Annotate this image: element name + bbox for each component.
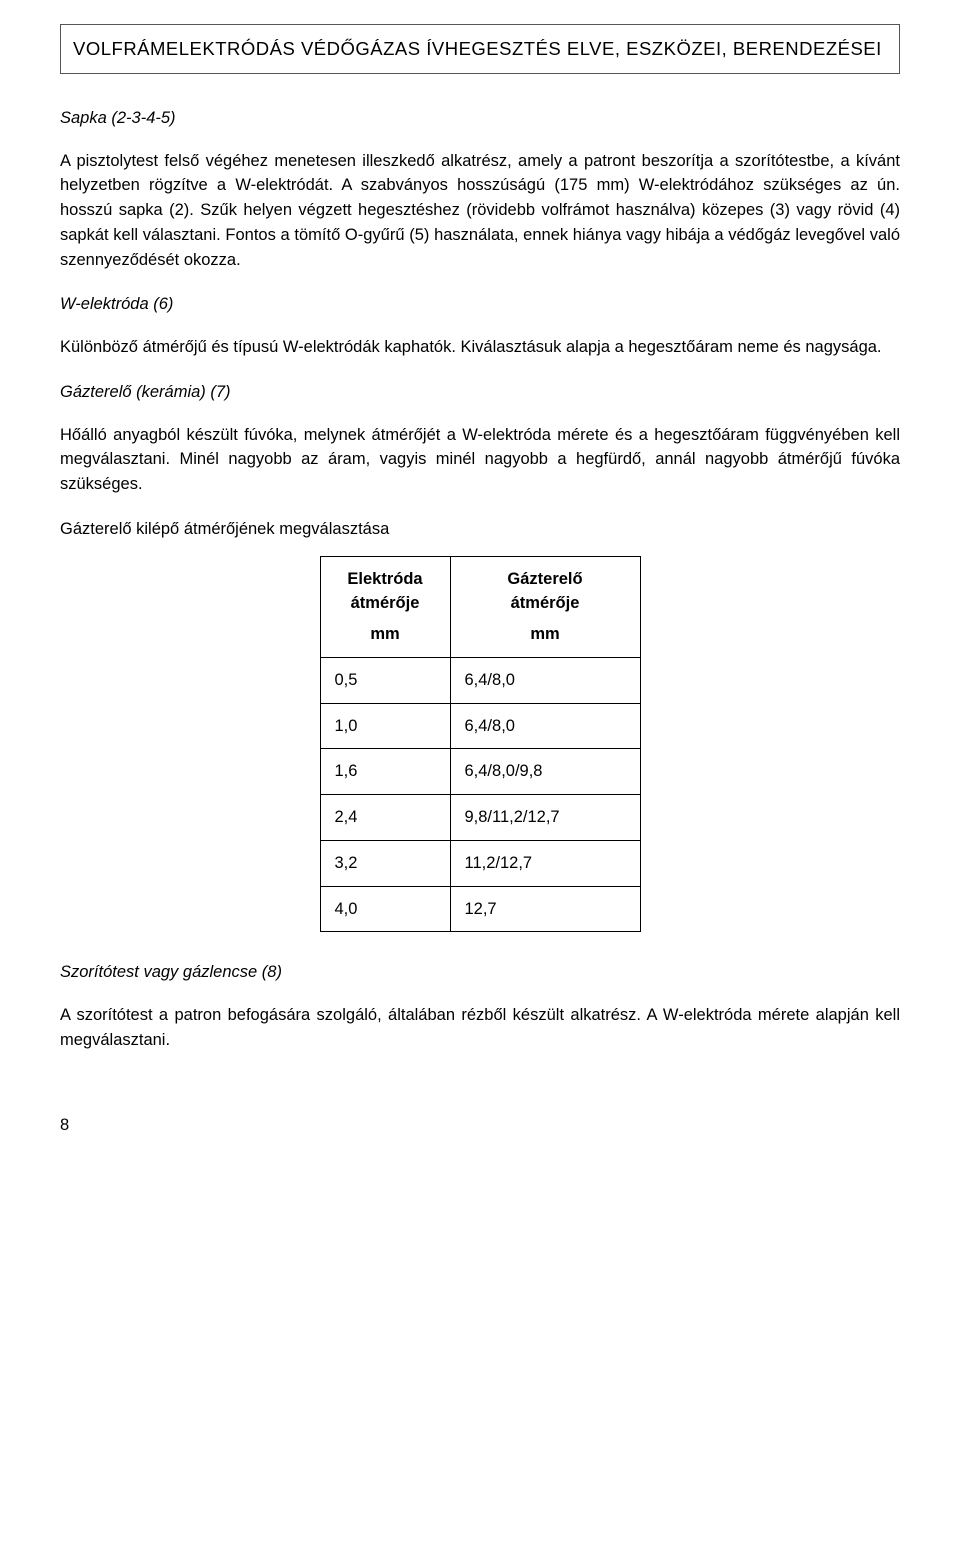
table-row: 1,06,4/8,0: [320, 703, 640, 749]
page-header-box: VOLFRÁMELEKTRÓDÁS VÉDŐGÁZAS ÍVHEGESZTÉS …: [60, 24, 900, 74]
page-number: 8: [60, 1113, 900, 1138]
table-header-electrode: Elektróda átmérője mm: [320, 556, 450, 657]
section1-paragraph: A pisztolytest felső végéhez menetesen i…: [60, 149, 900, 273]
cell-electrode: 1,6: [320, 749, 450, 795]
th-nozzle-unit: mm: [473, 622, 618, 647]
table-row: 4,012,7: [320, 886, 640, 932]
cell-nozzle: 6,4/8,0: [450, 703, 640, 749]
section3-heading: Gázterelő (kerámia) (7): [60, 380, 900, 405]
table-row: 1,66,4/8,0/9,8: [320, 749, 640, 795]
th-nozzle-l1: Gázterelő: [507, 570, 582, 588]
th-electrode-unit: mm: [343, 622, 428, 647]
cell-electrode: 4,0: [320, 886, 450, 932]
cell-nozzle: 12,7: [450, 886, 640, 932]
table-row: 2,49,8/11,2/12,7: [320, 795, 640, 841]
th-nozzle-l2: átmérője: [511, 594, 580, 612]
section1-heading: Sapka (2-3-4-5): [60, 106, 900, 131]
section2-paragraph: Különböző átmérőjű és típusú W-elektródá…: [60, 335, 900, 360]
th-electrode-l1: Elektróda: [347, 570, 422, 588]
cell-electrode: 2,4: [320, 795, 450, 841]
cell-nozzle: 11,2/12,7: [450, 840, 640, 886]
section4-heading: Szorítótest vagy gázlencse (8): [60, 960, 900, 985]
section3-paragraph2: Gázterelő kilépő átmérőjének megválasztá…: [60, 517, 900, 542]
table-header-nozzle: Gázterelő átmérője mm: [450, 556, 640, 657]
cell-nozzle: 9,8/11,2/12,7: [450, 795, 640, 841]
diameter-table-wrap: Elektróda átmérője mm Gázterelő átmérője…: [60, 556, 900, 933]
table-row: 3,211,2/12,7: [320, 840, 640, 886]
cell-nozzle: 6,4/8,0: [450, 657, 640, 703]
section4-paragraph: A szorítótest a patron befogására szolgá…: [60, 1003, 900, 1053]
cell-electrode: 1,0: [320, 703, 450, 749]
section3-paragraph1: Hőálló anyagból készült fúvóka, melynek …: [60, 423, 900, 497]
cell-electrode: 0,5: [320, 657, 450, 703]
diameter-table: Elektróda átmérője mm Gázterelő átmérője…: [320, 556, 641, 933]
cell-nozzle: 6,4/8,0/9,8: [450, 749, 640, 795]
table-row: 0,56,4/8,0: [320, 657, 640, 703]
cell-electrode: 3,2: [320, 840, 450, 886]
section2-heading: W-elektróda (6): [60, 292, 900, 317]
page-header-title: VOLFRÁMELEKTRÓDÁS VÉDŐGÁZAS ÍVHEGESZTÉS …: [73, 38, 882, 59]
th-electrode-l2: átmérője: [351, 594, 420, 612]
